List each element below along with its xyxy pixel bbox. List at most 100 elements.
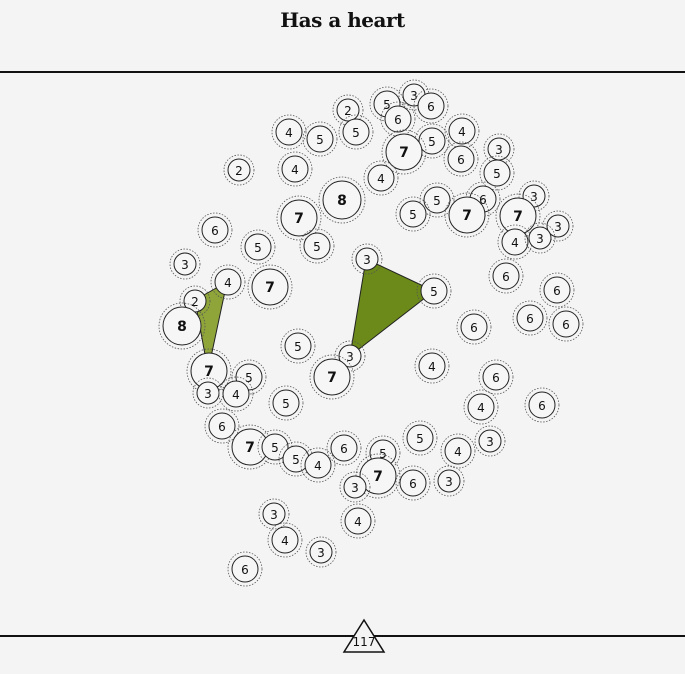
puzzle-node[interactable]: 4 [340, 503, 376, 539]
puzzle-node[interactable]: 5 [402, 420, 438, 456]
puzzle-node[interactable]: 6 [204, 408, 240, 444]
puzzle-node[interactable]: 6 [524, 387, 560, 423]
puzzle-node[interactable]: 5 [257, 429, 293, 465]
node-circle[interactable] [423, 186, 451, 214]
puzzle-node[interactable]: 4 [271, 114, 307, 150]
node-circle[interactable] [208, 412, 236, 440]
puzzle-node[interactable]: 4 [463, 389, 499, 425]
node-circle[interactable] [448, 196, 486, 234]
node-circle[interactable] [304, 451, 332, 479]
puzzle-node[interactable]: 7 [247, 264, 293, 310]
node-circle[interactable] [355, 247, 379, 271]
puzzle-node[interactable]: 5 [479, 155, 515, 191]
node-circle[interactable] [322, 180, 362, 220]
puzzle-node[interactable]: 5 [416, 273, 452, 309]
puzzle-node[interactable]: 7 [495, 193, 541, 239]
puzzle-node[interactable]: 7 [444, 192, 490, 238]
node-circle[interactable] [231, 555, 259, 583]
node-circle[interactable] [546, 214, 570, 238]
node-circle[interactable] [417, 92, 445, 120]
puzzle-node[interactable]: 4 [210, 264, 246, 300]
node-circle[interactable] [330, 434, 358, 462]
puzzle-node[interactable]: 2 [179, 285, 211, 317]
puzzle-node[interactable]: 4 [414, 348, 450, 384]
node-circle[interactable] [338, 344, 362, 368]
node-circle[interactable] [492, 262, 520, 290]
node-circle[interactable] [244, 233, 272, 261]
puzzle-node[interactable]: 5 [338, 114, 374, 150]
puzzle-node[interactable]: 7 [276, 195, 322, 241]
puzzle-node[interactable]: 6 [512, 300, 548, 336]
node-circle[interactable] [272, 389, 300, 417]
puzzle-node[interactable]: 5 [280, 328, 316, 364]
puzzle-node[interactable]: 5 [268, 385, 304, 421]
puzzle-node[interactable]: 4 [277, 151, 313, 187]
puzzle-node[interactable]: 3 [258, 498, 290, 530]
puzzle-node[interactable]: 3 [474, 425, 506, 457]
puzzle-node[interactable]: 6 [326, 430, 362, 466]
puzzle-node[interactable]: 3 [169, 248, 201, 280]
node-circle[interactable] [173, 252, 197, 276]
node-circle[interactable] [444, 437, 472, 465]
node-circle[interactable] [271, 526, 299, 554]
node-circle[interactable] [420, 277, 448, 305]
node-circle[interactable] [261, 433, 289, 461]
node-circle[interactable] [201, 216, 229, 244]
puzzle-node[interactable]: 4 [218, 376, 254, 412]
node-circle[interactable] [460, 313, 488, 341]
puzzle-node[interactable]: 6 [413, 88, 449, 124]
node-circle[interactable] [399, 200, 427, 228]
node-circle[interactable] [222, 380, 250, 408]
puzzle-node[interactable]: 4 [300, 447, 336, 483]
node-circle[interactable] [251, 268, 289, 306]
node-circle[interactable] [467, 393, 495, 421]
node-circle[interactable] [214, 268, 242, 296]
puzzle-node[interactable]: 6 [539, 272, 575, 308]
puzzle-node[interactable]: 3 [483, 133, 515, 165]
node-circle[interactable] [516, 304, 544, 332]
node-circle[interactable] [303, 232, 331, 260]
puzzle-node[interactable]: 6 [380, 101, 416, 137]
puzzle-node[interactable]: 4 [267, 522, 303, 558]
puzzle-node[interactable]: 6 [395, 465, 431, 501]
puzzle-node[interactable]: 2 [332, 94, 364, 126]
puzzle-node[interactable]: 4 [440, 433, 476, 469]
node-circle[interactable] [342, 118, 370, 146]
puzzle-node[interactable]: 7 [309, 354, 355, 400]
node-circle[interactable] [385, 133, 423, 171]
puzzle-node[interactable]: 8 [158, 302, 206, 350]
node-circle[interactable] [501, 228, 529, 256]
node-circle[interactable] [359, 457, 397, 495]
puzzle-node[interactable]: 6 [456, 309, 492, 345]
node-circle[interactable] [313, 358, 351, 396]
node-circle[interactable] [367, 164, 395, 192]
puzzle-node[interactable]: 6 [197, 212, 233, 248]
node-circle[interactable] [280, 199, 318, 237]
node-circle[interactable] [275, 118, 303, 146]
node-circle[interactable] [543, 276, 571, 304]
node-circle[interactable] [483, 159, 511, 187]
node-circle[interactable] [343, 475, 367, 499]
puzzle-node[interactable]: 4 [444, 113, 480, 149]
puzzle-node[interactable]: 5 [302, 121, 338, 157]
node-circle[interactable] [384, 105, 412, 133]
puzzle-node[interactable]: 3 [351, 243, 383, 275]
puzzle-node[interactable]: 6 [488, 258, 524, 294]
puzzle-node[interactable]: 3 [524, 222, 556, 254]
puzzle-node[interactable]: 7 [381, 129, 427, 175]
node-circle[interactable] [399, 469, 427, 497]
node-circle[interactable] [437, 469, 461, 493]
puzzle-node[interactable]: 4 [363, 160, 399, 196]
puzzle-node[interactable]: 5 [299, 228, 335, 264]
node-circle[interactable] [528, 391, 556, 419]
puzzle-node[interactable]: 8 [318, 176, 366, 224]
node-circle[interactable] [482, 363, 510, 391]
puzzle-node[interactable]: 6 [443, 141, 479, 177]
node-circle[interactable] [418, 352, 446, 380]
puzzle-node[interactable]: 5 [395, 196, 431, 232]
node-circle[interactable] [336, 98, 360, 122]
node-circle[interactable] [284, 332, 312, 360]
puzzle-node[interactable]: 7 [355, 453, 401, 499]
